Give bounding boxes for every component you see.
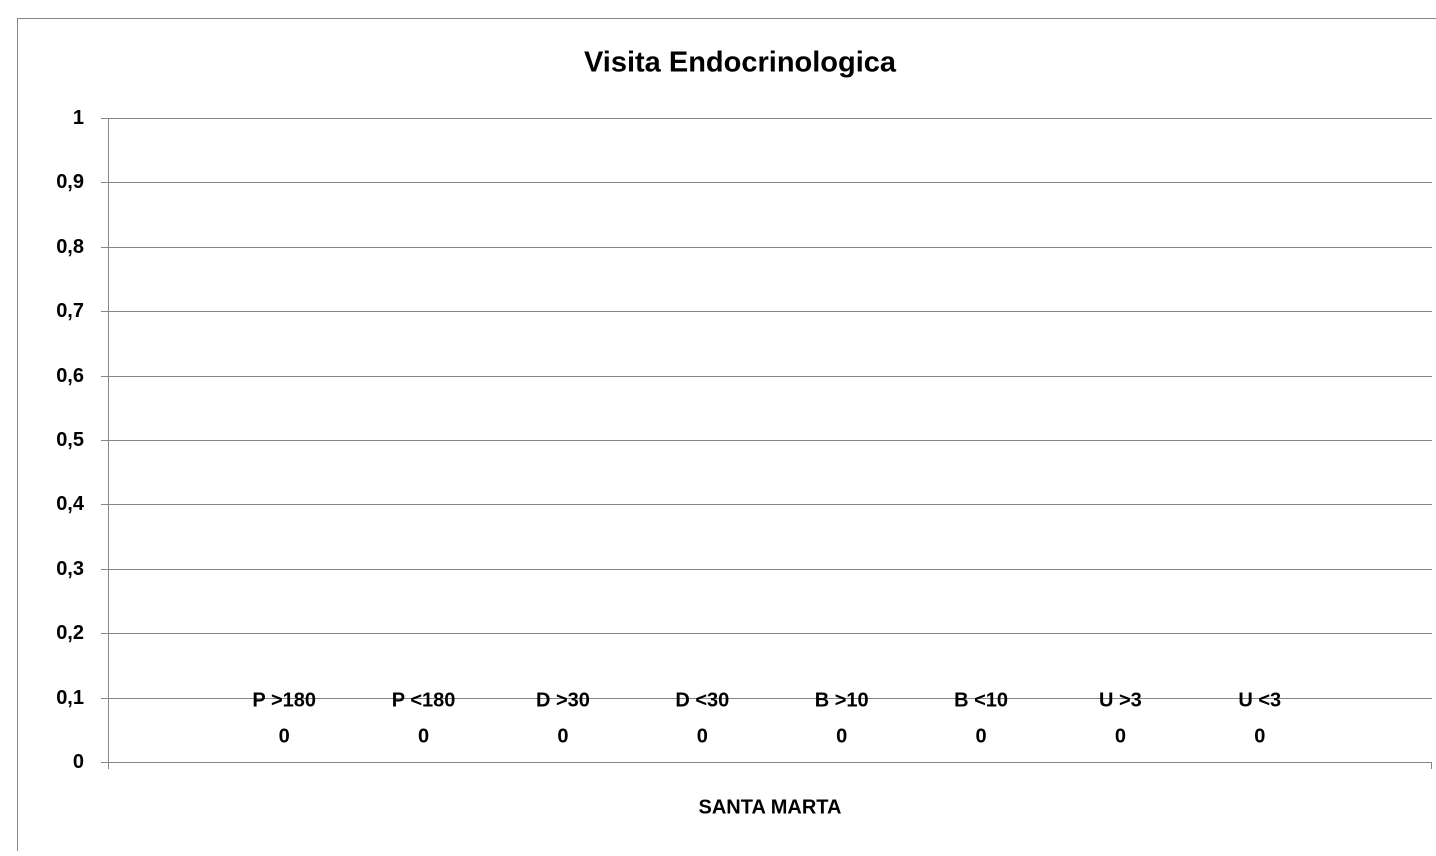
data-label-name: U >3	[1099, 689, 1142, 711]
data-label-value: 0	[975, 725, 986, 747]
y-tick-label: 1	[73, 107, 84, 129]
y-tick-label: 0,7	[56, 300, 84, 322]
data-label-name: U <3	[1238, 689, 1281, 711]
y-tick-label: 0,8	[56, 236, 84, 258]
y-tick-label: 0,5	[56, 429, 84, 451]
y-tick-label: 0,9	[56, 171, 84, 193]
y-tick-label: 0,2	[56, 622, 84, 644]
data-label-name: B <10	[954, 689, 1008, 711]
data-label-value: 0	[836, 725, 847, 747]
data-label-value: 0	[557, 725, 568, 747]
y-tick-label: 0	[73, 751, 84, 773]
data-label-value: 0	[1254, 725, 1265, 747]
data-label-value: 0	[1115, 725, 1126, 747]
data-label-name: P <180	[392, 689, 456, 711]
y-tick-label: 0,4	[56, 493, 85, 515]
chart-title: Visita Endocrinologica	[584, 47, 897, 79]
y-tick-label: 0,1	[56, 687, 84, 709]
data-label-name: P >180	[252, 689, 316, 711]
data-label-value: 0	[697, 725, 708, 747]
x-axis-category: SANTA MARTA	[699, 796, 842, 818]
y-tick-label: 0,6	[56, 365, 84, 387]
chart-border	[18, 19, 1436, 852]
data-label-value: 0	[279, 725, 290, 747]
data-label-name: B >10	[815, 689, 869, 711]
y-tick-label: 0,3	[56, 558, 84, 580]
data-label-value: 0	[418, 725, 429, 747]
data-label-name: D <30	[675, 689, 729, 711]
data-label-name: D >30	[536, 689, 590, 711]
